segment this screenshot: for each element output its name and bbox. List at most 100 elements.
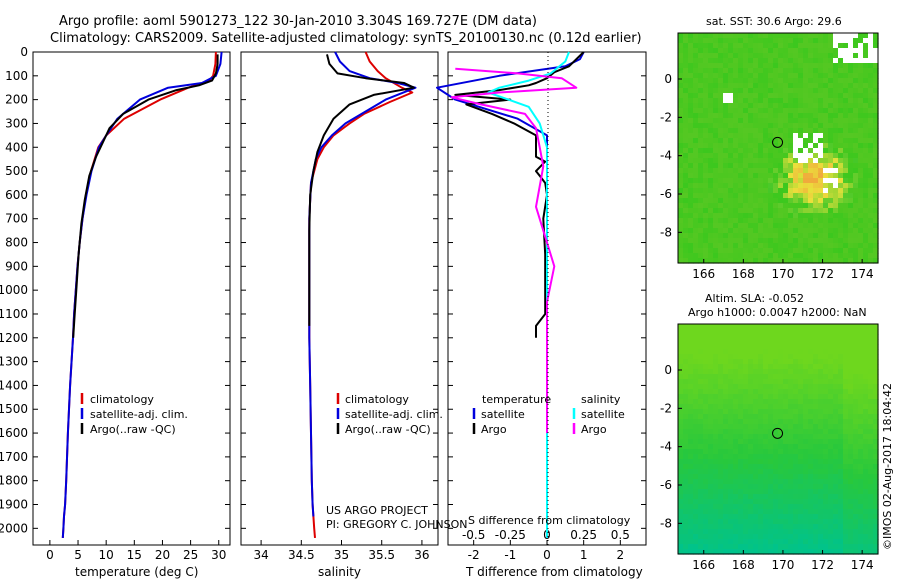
map-cell xyxy=(853,389,859,395)
map-cell xyxy=(748,43,754,49)
map-cell xyxy=(738,549,744,555)
map-cell xyxy=(738,213,744,219)
map-cell xyxy=(823,539,829,545)
map-cell xyxy=(773,424,779,430)
map-cell xyxy=(818,499,824,505)
map-cell xyxy=(798,213,804,219)
map-cell xyxy=(703,529,709,535)
map-cell xyxy=(703,38,709,44)
map-cell xyxy=(723,369,729,375)
map-cell xyxy=(743,98,749,104)
map-x-tick-label: 166 xyxy=(692,558,715,572)
map-cell xyxy=(708,414,714,420)
map-cell xyxy=(763,98,769,104)
map-cell xyxy=(758,329,764,335)
map-cell xyxy=(828,459,834,465)
map-cell xyxy=(823,524,829,530)
map-cell xyxy=(763,243,769,249)
map-cell xyxy=(683,58,689,64)
map-cell xyxy=(753,419,759,425)
map-cell xyxy=(678,404,684,410)
map-cell xyxy=(838,524,844,530)
map-cell xyxy=(693,223,699,229)
map-cell xyxy=(838,88,844,94)
map-cell xyxy=(768,108,774,114)
map-cell xyxy=(678,118,684,124)
map-cell xyxy=(873,549,879,555)
map-cell xyxy=(728,349,734,355)
legend-label: satellite-adj. clim. xyxy=(90,408,188,421)
map-cell xyxy=(768,439,774,445)
map-cell xyxy=(763,339,769,345)
map-cell xyxy=(783,228,789,234)
map-cell xyxy=(768,484,774,490)
map-cell xyxy=(728,544,734,550)
map-cell xyxy=(678,549,684,555)
map-cell xyxy=(768,414,774,420)
map-cell xyxy=(713,504,719,510)
map-cell xyxy=(838,534,844,540)
map-cell xyxy=(798,409,804,415)
map-cell xyxy=(828,369,834,375)
map-cell xyxy=(818,534,824,540)
map-cell xyxy=(748,88,754,94)
map-cell xyxy=(783,138,789,144)
map-cell xyxy=(863,193,869,199)
map-cell xyxy=(798,334,804,340)
map-cell xyxy=(853,459,859,465)
map-cell xyxy=(733,454,739,460)
map-cell xyxy=(873,429,879,435)
map-cell xyxy=(688,494,694,500)
map-cell xyxy=(678,48,684,54)
map-cell xyxy=(808,329,814,335)
map-cell xyxy=(858,394,864,400)
map-cell xyxy=(863,38,869,44)
map-cell xyxy=(783,128,789,134)
map-cell xyxy=(758,168,764,174)
map-cell xyxy=(813,133,819,139)
map-cell xyxy=(808,464,814,470)
map-cell xyxy=(833,419,839,425)
map-cell xyxy=(798,419,804,425)
map-cell xyxy=(778,218,784,224)
map-cell xyxy=(693,123,699,129)
map-cell xyxy=(683,238,689,244)
map-cell xyxy=(748,243,754,249)
map-cell xyxy=(828,549,834,555)
salinity-xlabel: salinity xyxy=(318,565,361,579)
map-cell xyxy=(783,469,789,475)
map-cell xyxy=(713,364,719,370)
map-cell xyxy=(718,163,724,169)
map-cell xyxy=(683,233,689,239)
map-cell xyxy=(733,48,739,54)
map-cell xyxy=(738,173,744,179)
map-cell xyxy=(803,354,809,360)
map-cell xyxy=(813,113,819,119)
map-cell xyxy=(683,344,689,350)
map-cell xyxy=(853,243,859,249)
map-cell xyxy=(818,143,824,149)
map-cell xyxy=(688,454,694,460)
map-cell xyxy=(858,384,864,390)
map-cell xyxy=(818,223,824,229)
map-cell xyxy=(788,514,794,520)
series-line-satellite-adj-clim- xyxy=(61,51,223,538)
depth-tick-label: 700 xyxy=(5,212,28,226)
map-cell xyxy=(828,409,834,415)
map-cell xyxy=(828,434,834,440)
map-cell xyxy=(868,108,874,114)
map-cell xyxy=(693,404,699,410)
map-cell xyxy=(738,138,744,144)
map-cell xyxy=(738,73,744,79)
map-cell xyxy=(708,464,714,470)
map-cell xyxy=(798,474,804,480)
map-cell xyxy=(773,238,779,244)
map-cell xyxy=(713,223,719,229)
map-cell xyxy=(828,208,834,214)
map-cell xyxy=(688,334,694,340)
x-tick-label: 35.5 xyxy=(368,548,395,562)
map-cell xyxy=(793,439,799,445)
map-cell xyxy=(848,98,854,104)
map-cell xyxy=(853,208,859,214)
map-cell xyxy=(738,414,744,420)
